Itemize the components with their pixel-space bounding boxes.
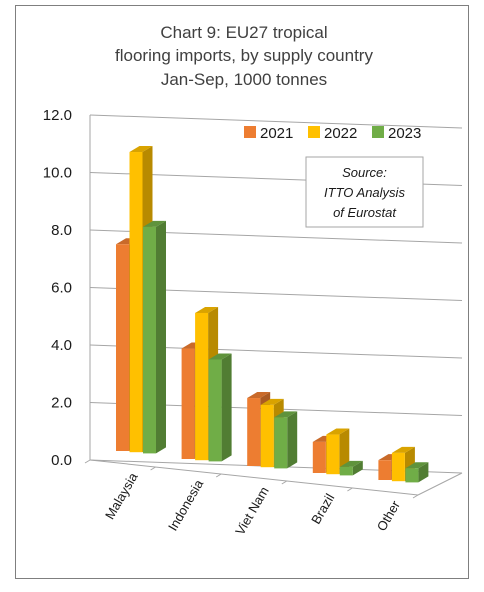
legend-label: 2021 [260, 125, 293, 142]
bar-side-face [221, 353, 232, 462]
bar-top-face [195, 306, 219, 313]
bar-top-face [274, 411, 298, 418]
bar-top-face [391, 446, 415, 453]
bar-top-face [208, 353, 232, 360]
bar-top-face [129, 146, 153, 153]
legend-label: 2023 [388, 125, 421, 142]
y-tick-label: 12.0 [43, 107, 72, 124]
x-tick-mark [215, 473, 222, 478]
x-tick-label: Viet Nam [232, 484, 272, 538]
bar-top-face [247, 392, 271, 399]
bar-side-face [287, 411, 298, 469]
bar-front-face [312, 441, 326, 473]
x-tick-mark [84, 459, 91, 464]
bar-other-2023 [405, 462, 429, 483]
y-tick-label: 6.0 [51, 280, 72, 297]
bar-viet-nam-2023 [274, 411, 298, 469]
bar-top-face [143, 220, 166, 227]
bar-side-face [418, 462, 429, 483]
x-tick-label: Malaysia [102, 469, 141, 522]
source-annotation: Source: ITTO Analysis of Eurostat [305, 156, 424, 228]
chart-frame [15, 5, 469, 579]
legend-entry-2021: 2021 [244, 125, 293, 142]
x-tick-mark [347, 487, 353, 492]
x-tick-mark [412, 494, 419, 499]
x-tick-mark [281, 480, 288, 485]
y-tick-label: 8.0 [51, 222, 72, 239]
x-tick-label: Brazil [308, 491, 337, 527]
source-line-3: of Eurostat [333, 205, 397, 220]
chart-title-line-2: flooring imports, by supply country [115, 46, 373, 65]
x-tick-label: Other [374, 497, 404, 533]
bar-malaysia-2023 [143, 220, 166, 454]
bar-top-face [260, 398, 284, 405]
bar-front-face [143, 226, 156, 454]
bar-front-face [195, 312, 209, 461]
legend-swatch [244, 126, 256, 138]
bar-front-face [378, 460, 392, 480]
x-tick-mark [150, 466, 156, 471]
bar-top-face [339, 460, 363, 467]
bar-front-face [326, 434, 340, 475]
source-box [305, 156, 424, 228]
bar-front-face [260, 404, 274, 468]
bar-front-face [339, 466, 353, 476]
floor-right-edge [417, 472, 463, 496]
bar-side-face [156, 220, 166, 454]
bar-front-face [391, 452, 405, 482]
bar-front-face [405, 468, 419, 483]
bar-front-face [274, 417, 288, 469]
bar-front-face [247, 398, 261, 466]
y-tick-label: 0.0 [51, 452, 72, 469]
bar-top-face [326, 428, 350, 435]
bar-front-face [208, 359, 222, 462]
bar-side-face [352, 460, 363, 476]
x-tick-label: Indonesia [165, 476, 207, 533]
bar-front-face [181, 348, 195, 459]
bar-indonesia-2023 [208, 353, 232, 462]
chart-title: Chart 9: EU27 tropical flooring imports,… [115, 23, 373, 89]
legend-swatch [308, 126, 320, 138]
y-tick-label: 10.0 [43, 165, 72, 182]
legend-label: 2022 [324, 125, 357, 142]
bar-front-face [116, 244, 129, 451]
legend-swatch [372, 126, 384, 138]
floor-front-edge [89, 459, 419, 496]
y-tick-label: 4.0 [51, 337, 72, 354]
legend-entry-2022: 2022 [308, 125, 357, 142]
y-tick-label: 2.0 [51, 395, 72, 412]
bar-top-face [405, 462, 429, 469]
chart-title-line-3: Jan-Sep, 1000 tonnes [161, 70, 327, 89]
bar-front-face [129, 152, 143, 453]
bar-brazil-2023 [339, 460, 363, 476]
chart-title-line-1: Chart 9: EU27 tropical [160, 23, 327, 42]
source-line-2: ITTO Analysis [324, 185, 405, 200]
gridline [89, 114, 463, 129]
legend-entry-2023: 2023 [372, 125, 421, 142]
source-line-1: Source: [342, 165, 387, 180]
